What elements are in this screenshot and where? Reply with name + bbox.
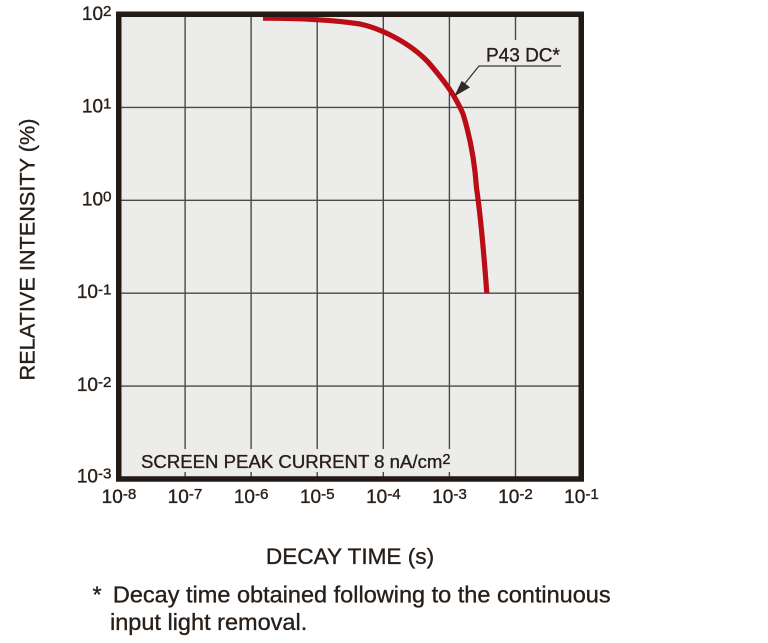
svg-text:100: 100 [82,188,112,210]
svg-text:10-3: 10-3 [77,466,112,488]
svg-text:102: 102 [82,3,112,25]
svg-text:Decay time obtained following: Decay time obtained following to the con… [113,581,611,607]
svg-text:RELATIVE INTENSITY (%): RELATIVE INTENSITY (%) [15,119,40,381]
svg-text:SCREEN PEAK CURRENT 8 nA/cm2: SCREEN PEAK CURRENT 8 nA/cm2 [141,451,450,472]
svg-text:P43 DC*: P43 DC* [486,45,561,66]
svg-text:10-1: 10-1 [564,486,599,508]
svg-text:10-6: 10-6 [234,486,269,508]
svg-text:10-8: 10-8 [102,486,137,508]
svg-text:101: 101 [82,96,112,118]
svg-text:10-2: 10-2 [77,374,112,396]
svg-text:10-3: 10-3 [432,486,467,508]
svg-text:10-4: 10-4 [366,486,401,508]
svg-text:DECAY TIME (s): DECAY TIME (s) [266,544,434,569]
svg-text:10-5: 10-5 [300,486,335,508]
svg-text:10-2: 10-2 [498,486,533,508]
svg-text:input light removal.: input light removal. [110,609,307,635]
svg-text:10-1: 10-1 [77,281,112,303]
svg-text:*: * [93,581,102,607]
svg-text:10-7: 10-7 [168,486,203,508]
